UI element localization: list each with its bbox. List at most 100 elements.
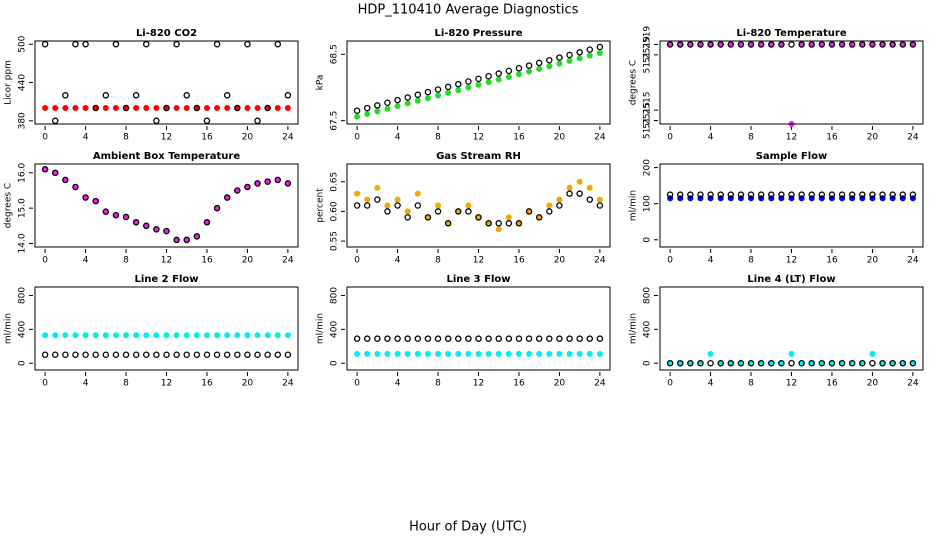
data-point: [596, 350, 603, 357]
data-point: [899, 359, 907, 367]
plot-frame: [34, 40, 299, 125]
x-tick-label: 20: [867, 133, 879, 143]
data-point: [525, 208, 533, 215]
x-tick-label: 24: [907, 133, 919, 143]
y-tick-label: 100: [643, 195, 653, 212]
x-tick-label: 24: [282, 256, 294, 266]
y-tick-label: 14.0: [18, 233, 28, 253]
data-point: [526, 68, 533, 75]
data-point: [384, 105, 391, 112]
data-point: [102, 105, 109, 112]
data-point: [254, 105, 261, 112]
data-point: [274, 176, 282, 184]
data-point: [102, 351, 110, 359]
data-point: [909, 359, 917, 367]
x-tick-label: 12: [161, 379, 172, 389]
data-point: [859, 41, 866, 48]
data-point: [838, 359, 846, 367]
data-point: [909, 41, 917, 48]
data-point: [879, 359, 886, 367]
data-point: [576, 49, 583, 56]
data-point: [495, 350, 502, 357]
data-point: [676, 359, 684, 367]
y-axis-label: kPa: [316, 75, 326, 91]
data-point: [244, 332, 251, 339]
data-point: [455, 350, 462, 357]
x-tick-label: 16: [201, 133, 213, 143]
data-point: [465, 335, 472, 342]
data-point: [284, 351, 292, 359]
data-point: [818, 191, 826, 198]
data-point: [394, 350, 401, 357]
data-point: [274, 40, 282, 48]
data-point: [122, 213, 130, 221]
data-point: [586, 335, 594, 342]
data-point: [72, 40, 79, 48]
data-point: [869, 350, 876, 357]
data-point: [112, 211, 120, 219]
plot-frame: [659, 286, 924, 371]
data-point: [768, 41, 775, 48]
data-point: [404, 100, 411, 107]
data-point: [596, 202, 604, 209]
data-point: [354, 350, 361, 357]
data-point: [859, 191, 866, 198]
data-point: [536, 350, 543, 357]
data-point: [82, 332, 89, 339]
x-tick-label: 12: [161, 256, 172, 266]
data-point: [556, 60, 563, 67]
y-tick-label: 200: [643, 159, 653, 176]
data-point: [213, 204, 221, 212]
panel-title: Li-820 Pressure: [434, 28, 522, 39]
data-point: [143, 332, 150, 339]
data-point: [757, 191, 765, 198]
x-tick-label: 4: [708, 256, 714, 266]
data-point: [687, 41, 694, 48]
data-point: [515, 64, 523, 72]
data-point: [828, 41, 836, 48]
data-point: [41, 40, 49, 48]
data-point: [374, 350, 381, 357]
data-point: [203, 219, 211, 226]
x-tick-label: 16: [513, 133, 525, 143]
x-tick-label: 16: [201, 379, 213, 389]
data-point: [828, 191, 836, 198]
x-tick-label: 0: [667, 379, 673, 389]
data-point: [364, 111, 371, 118]
data-point: [596, 196, 603, 203]
x-tick-label: 12: [786, 256, 797, 266]
data-point: [788, 191, 795, 198]
data-point: [173, 332, 180, 339]
data-point: [515, 220, 523, 227]
data-point: [546, 335, 553, 342]
data-point: [727, 41, 735, 48]
data-point: [465, 208, 472, 215]
data-point: [737, 191, 745, 198]
data-point: [788, 350, 795, 357]
data-point: [404, 94, 411, 101]
data-point: [747, 41, 755, 48]
data-point: [757, 359, 765, 367]
data-point: [757, 41, 765, 48]
data-point: [234, 104, 241, 112]
data-point: [274, 332, 281, 339]
data-point: [284, 92, 292, 99]
data-point: [798, 359, 805, 367]
data-point: [666, 41, 674, 48]
data-point: [788, 41, 795, 48]
data-point: [596, 335, 604, 342]
data-point: [122, 351, 130, 359]
x-tick-label: 16: [513, 379, 525, 389]
x-tick-label: 16: [826, 133, 838, 143]
data-point: [394, 335, 401, 342]
data-point: [374, 108, 381, 115]
panel-title: Line 3 Flow: [447, 274, 511, 285]
data-point: [424, 350, 431, 357]
x-tick-label: 24: [282, 379, 294, 389]
data-point: [576, 178, 583, 185]
data-point: [384, 335, 391, 342]
data-point: [193, 351, 201, 359]
data-point: [143, 105, 150, 112]
data-point: [515, 335, 523, 342]
data-point: [455, 87, 462, 94]
